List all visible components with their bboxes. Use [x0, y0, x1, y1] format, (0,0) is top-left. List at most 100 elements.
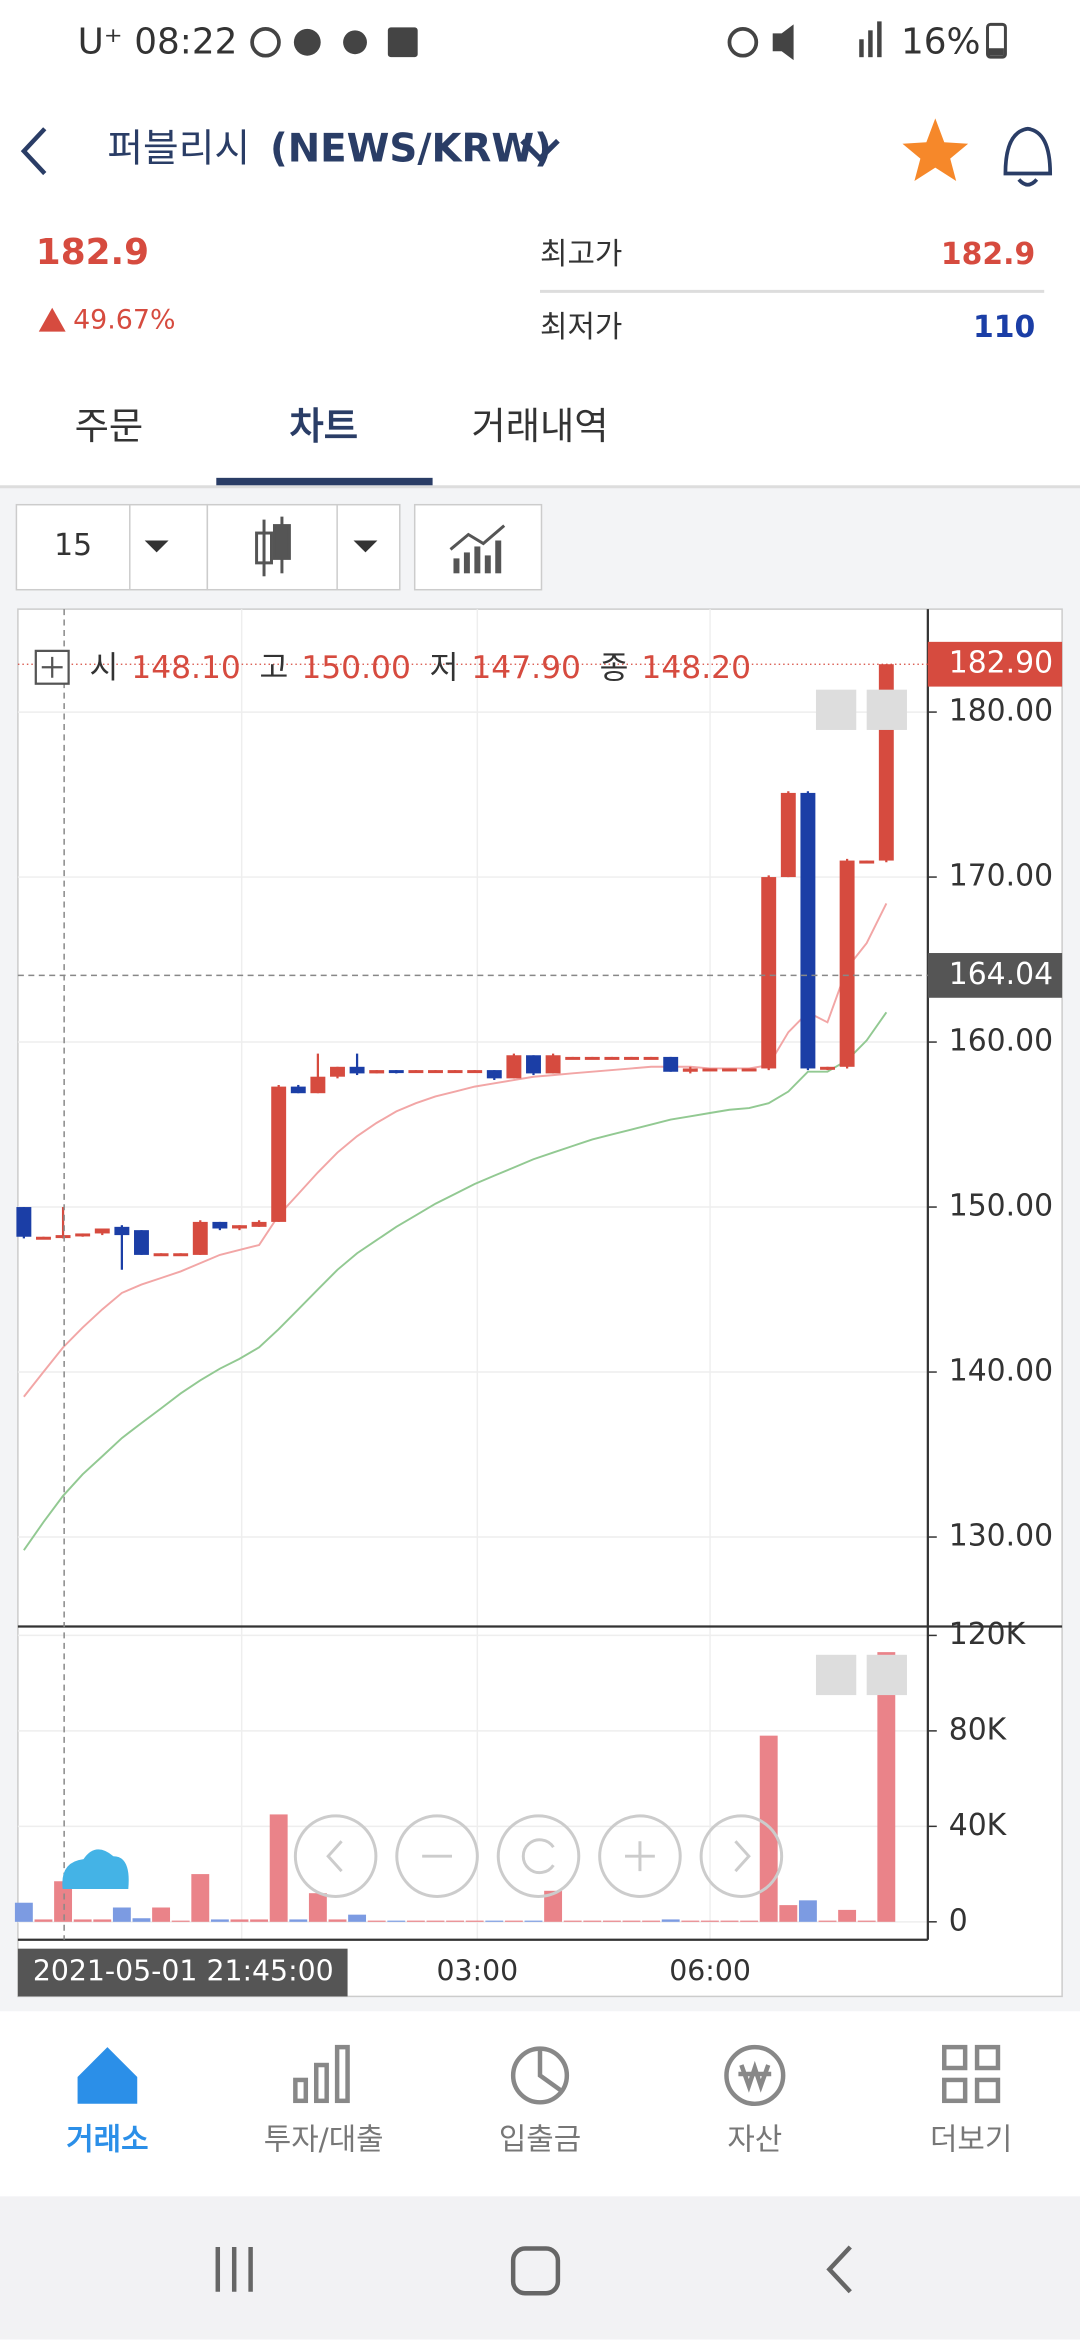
legend-value: 148.20: [641, 650, 751, 686]
volume-bar: [700, 1920, 719, 1922]
carrier: U⁺: [78, 22, 123, 63]
y-tick-label: 140.00: [949, 1354, 1053, 1389]
tab-active[interactable]: 차트: [289, 404, 358, 448]
volume-bar: [504, 1920, 523, 1922]
candle-body: [271, 1086, 287, 1222]
volume-bar: [34, 1919, 53, 1922]
volume-bar: [602, 1920, 621, 1922]
tab-indicator: [216, 477, 433, 487]
volume-bar: [171, 1920, 190, 1922]
nav-item[interactable]: 자산: [727, 2123, 782, 2158]
candle-body: [428, 1070, 443, 1074]
volume-bar: [563, 1920, 582, 1922]
pair-dropdown[interactable]: [520, 138, 560, 163]
candle-body: [486, 1070, 502, 1079]
candle-body: [839, 860, 855, 1067]
nav-item[interactable]: 입출금: [499, 2123, 581, 2158]
favorite-star[interactable]: [902, 118, 969, 181]
candle-icon: [255, 516, 291, 577]
volume-bar: [14, 1902, 33, 1922]
volume-bar: [877, 1652, 896, 1922]
x-tick-label: 06:00: [669, 1955, 751, 1988]
candle-body: [526, 1055, 541, 1074]
legend-label: 저: [430, 650, 459, 686]
volume-bar: [681, 1920, 700, 1922]
alarm-bell[interactable]: [1003, 126, 1053, 187]
status-icons: [250, 21, 1007, 61]
candle-body: [741, 1068, 757, 1072]
last-price-tag: [927, 641, 1063, 687]
volume-bar: [524, 1920, 543, 1922]
candle-body: [173, 1253, 189, 1257]
pane-buttons[interactable]: [815, 689, 907, 1696]
coin-name[interactable]: 퍼블리시: [107, 127, 250, 172]
low-price: 110: [973, 310, 1035, 345]
volume-bar: [661, 1919, 680, 1922]
candle-body: [232, 1225, 247, 1229]
tab[interactable]: 주문: [75, 404, 144, 448]
chart-frame: [17, 608, 1063, 1998]
candle-body: [584, 1056, 600, 1060]
volume-bar: [446, 1920, 465, 1922]
volume-bar: [348, 1914, 367, 1922]
candle-body: [55, 1235, 71, 1239]
y-tick-label: 170.00: [949, 859, 1053, 894]
volume-bar: [798, 1900, 817, 1922]
legend-label: 고: [260, 650, 289, 686]
volume-tick-label: 40K: [949, 1808, 1008, 1843]
up-triangle: [38, 307, 66, 332]
clock: 08:22: [134, 22, 237, 63]
candle-body: [800, 792, 816, 1069]
volume-bar: [367, 1920, 386, 1922]
indicator-icon: [449, 524, 506, 574]
candle-body: [330, 1066, 345, 1077]
tab[interactable]: 거래내역: [471, 404, 608, 448]
candle-body: [388, 1070, 404, 1074]
volume-bar: [406, 1920, 425, 1922]
chart-type-select[interactable]: [206, 503, 401, 591]
nav-item-active[interactable]: 거래소: [66, 2123, 148, 2158]
candle-body: [663, 1056, 679, 1072]
crosshair-tag: [927, 953, 1063, 998]
current-price: 182.9: [36, 232, 149, 273]
low-label: 최저가: [540, 310, 622, 345]
legend-value: 147.90: [471, 650, 581, 686]
chart: 130.00 140.00 150.00 160.00 170.00 180.00 0 40K…: [14, 609, 1063, 1997]
volume-bar: [759, 1735, 778, 1922]
back-button[interactable]: [20, 127, 47, 176]
candle-body: [408, 1070, 424, 1074]
volume-tick-label: 120K: [949, 1617, 1027, 1652]
candle-body: [16, 1207, 32, 1237]
volume-bar: [779, 1905, 798, 1922]
volume-bar: [583, 1920, 602, 1922]
candle-body: [212, 1221, 228, 1229]
volume-bar: [230, 1919, 249, 1922]
volume-bar: [308, 1893, 327, 1922]
system-buttons[interactable]: [215, 2245, 852, 2296]
candle-body: [447, 1070, 463, 1074]
dropdown-arrow: [353, 540, 378, 553]
volume-bar: [544, 1890, 563, 1922]
nav-item[interactable]: 더보기: [930, 2123, 1012, 2158]
cloud-icon[interactable]: [62, 1849, 129, 1890]
candle-body: [310, 1076, 326, 1094]
dropdown-arrow: [144, 540, 169, 553]
legend-value: 150.00: [301, 650, 411, 686]
candle-body: [369, 1070, 385, 1074]
ohlc-legend: 시 148.10 고 150.00 저 147.90 종 148.20: [34, 649, 751, 686]
nav-item[interactable]: 투자/대출: [264, 2123, 384, 2158]
candle-body: [114, 1226, 130, 1236]
volume-bar: [152, 1907, 171, 1922]
candle-body: [467, 1070, 483, 1074]
coin-pair[interactable]: (NEWS/KRW): [270, 127, 552, 172]
candle-body: [134, 1230, 149, 1255]
volume-bar: [191, 1874, 210, 1922]
candle-body: [545, 1055, 561, 1074]
interval-select[interactable]: [15, 503, 209, 591]
crosshair-time: 2021-05-01 21:45:00: [33, 1955, 334, 1988]
volume-bar: [54, 1881, 73, 1922]
zoom-controls[interactable]: [293, 1814, 784, 1898]
y-tick-label: 160.00: [949, 1024, 1053, 1059]
